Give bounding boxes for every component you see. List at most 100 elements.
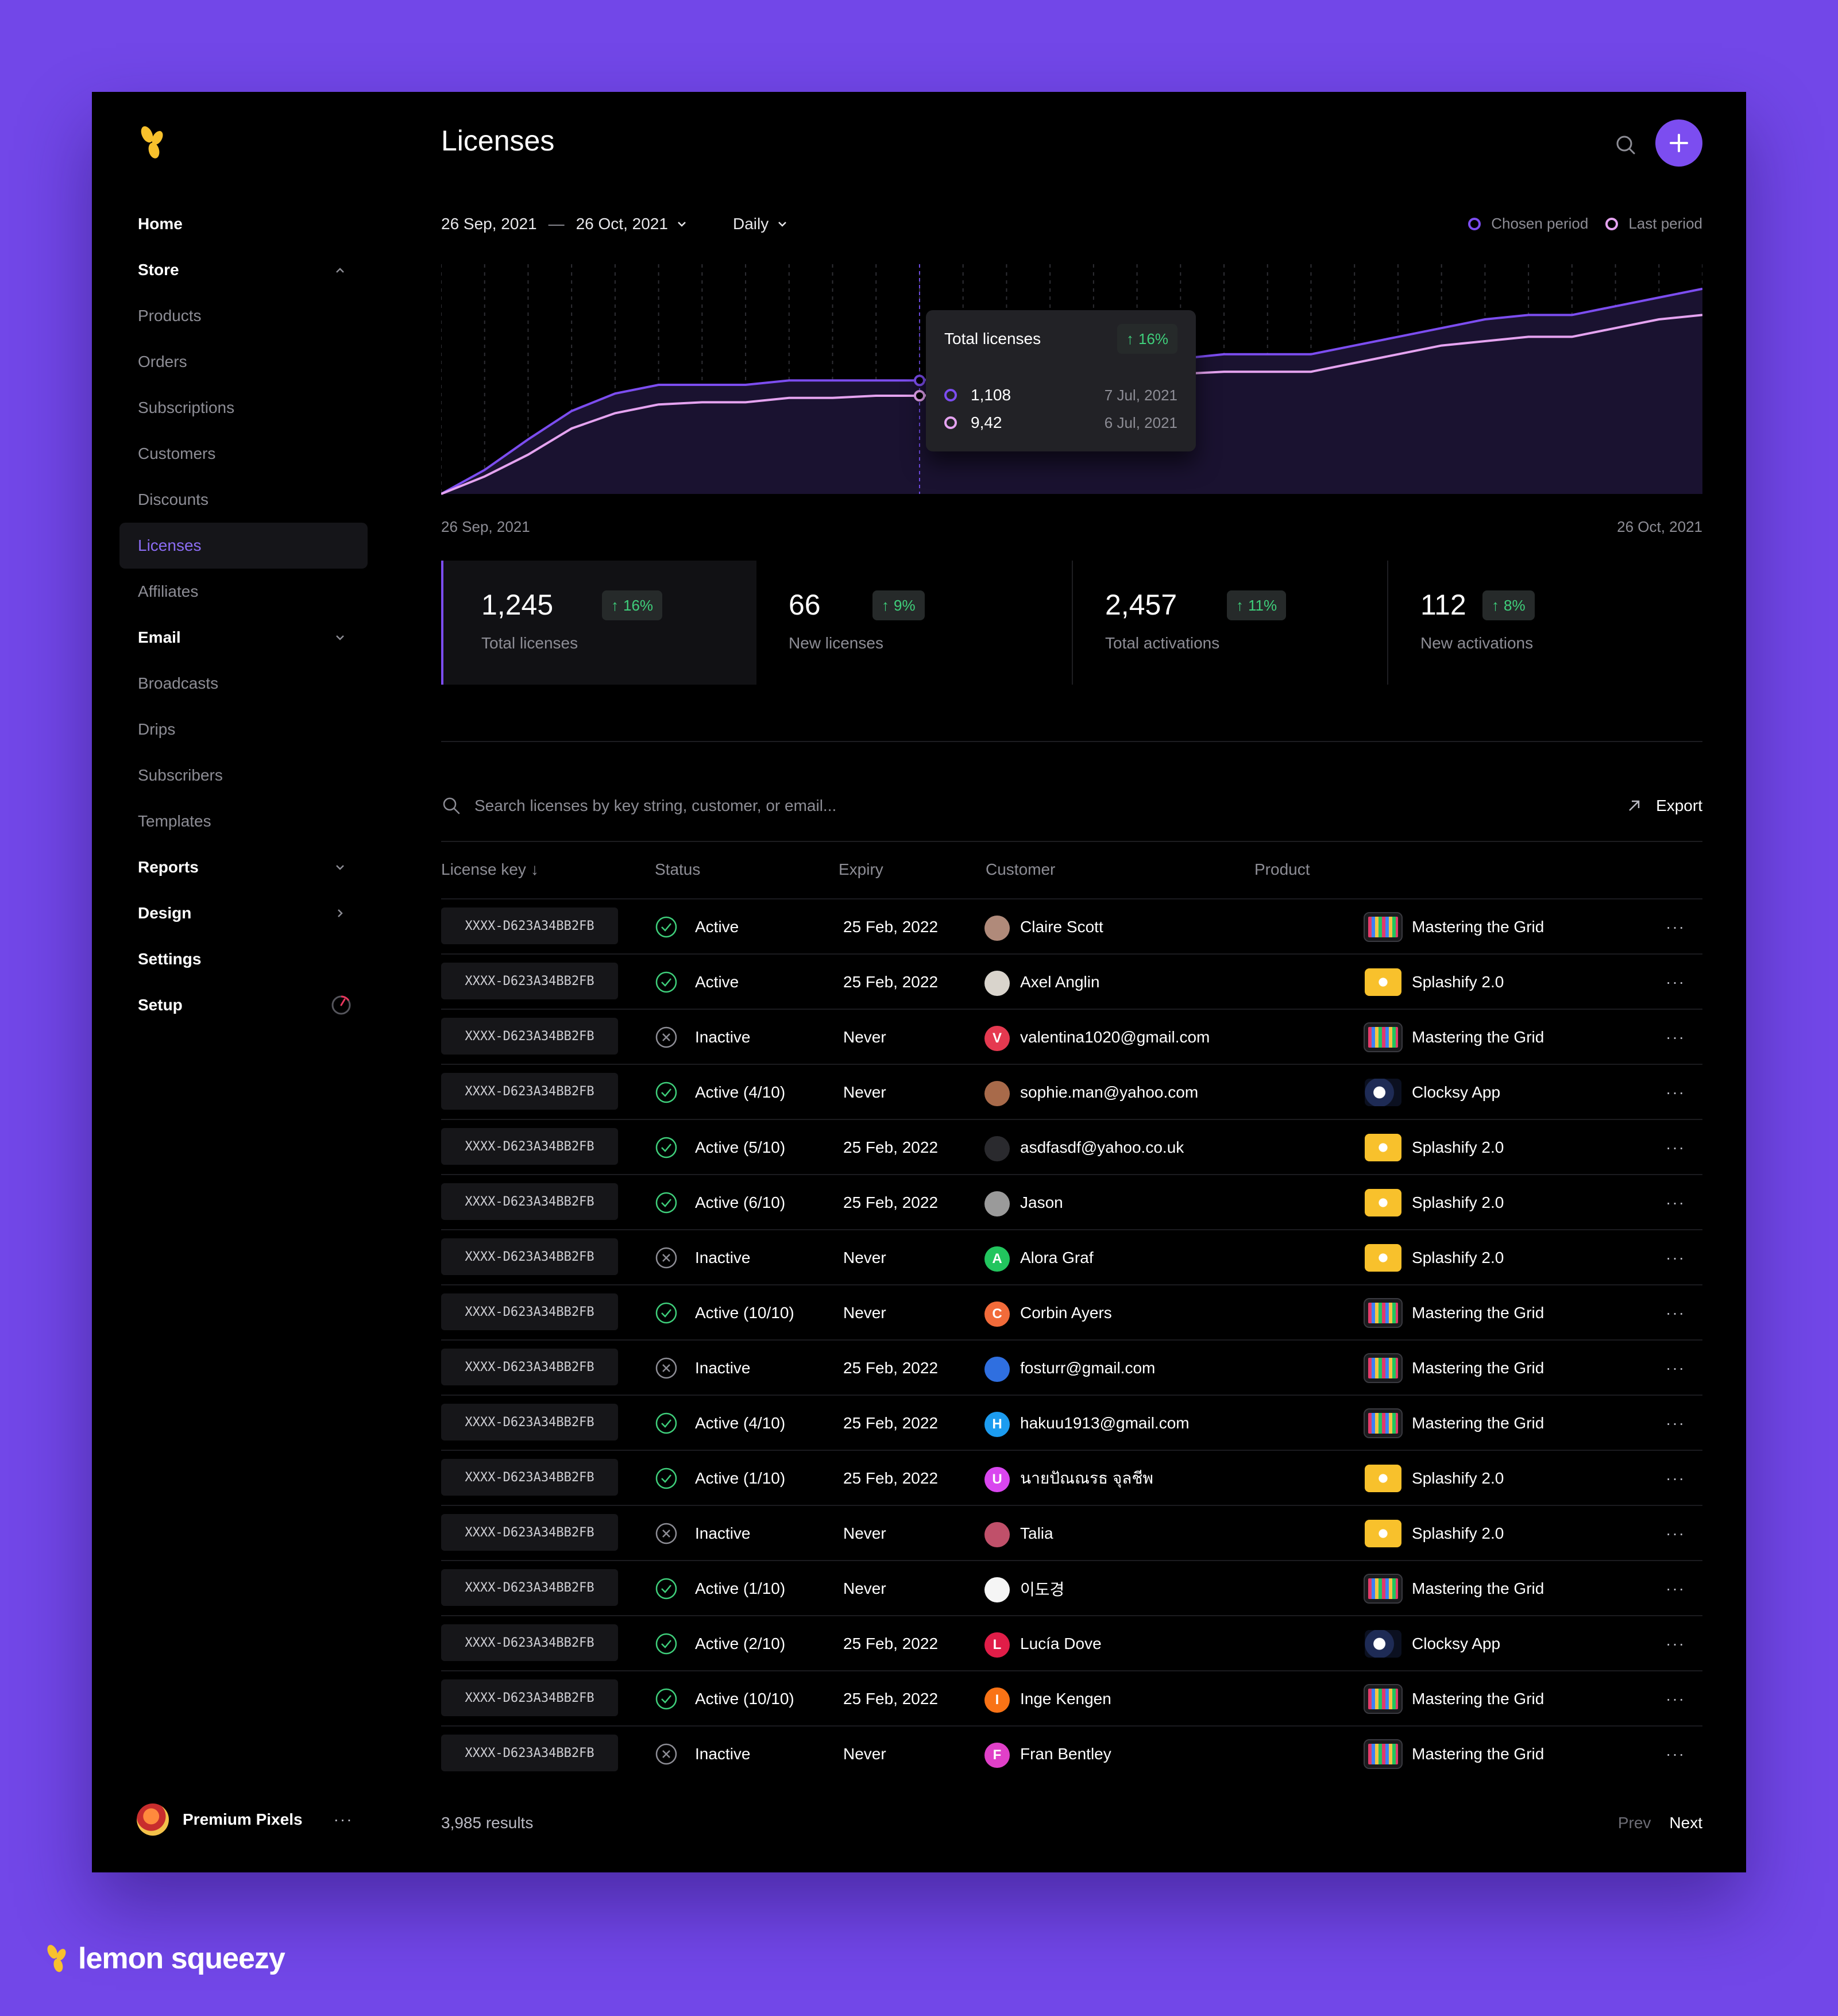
- customer-name[interactable]: Lucía Dove: [1020, 1635, 1102, 1652]
- table-row[interactable]: XXXX-D623A34BB2FB Inactive Never A Alora Gra…: [441, 1229, 1702, 1284]
- sidebar-item-products[interactable]: Products: [119, 293, 368, 339]
- search-input[interactable]: Search licenses by key string, customer,…: [474, 797, 837, 814]
- customer-name[interactable]: นายปัณณรธ จุลชีพ: [1020, 1469, 1153, 1487]
- sidebar-item-licenses[interactable]: Licenses: [119, 523, 368, 569]
- customer-name[interactable]: Axel Anglin: [1020, 973, 1100, 991]
- license-key[interactable]: XXXX-D623A34BB2FB: [441, 1349, 618, 1385]
- add-license-button[interactable]: [1655, 119, 1702, 167]
- sidebar-item-broadcasts[interactable]: Broadcasts: [119, 661, 368, 706]
- stat-card[interactable]: 2,457 ↑ 11% Total activations: [1072, 561, 1387, 685]
- license-key[interactable]: XXXX-D623A34BB2FB: [441, 1183, 618, 1220]
- sidebar-item-settings[interactable]: Settings: [119, 936, 368, 982]
- row-more-button[interactable]: ···: [1666, 1028, 1685, 1046]
- product-name[interactable]: Mastering the Grid: [1412, 1304, 1544, 1322]
- license-key[interactable]: XXXX-D623A34BB2FB: [441, 1459, 618, 1496]
- product-name[interactable]: Splashify 2.0: [1412, 1194, 1504, 1211]
- customer-name[interactable]: Alora Graf: [1020, 1249, 1094, 1266]
- row-more-button[interactable]: ···: [1666, 1194, 1685, 1211]
- customer-name[interactable]: Corbin Ayers: [1020, 1304, 1112, 1322]
- license-key[interactable]: XXXX-D623A34BB2FB: [441, 1514, 618, 1551]
- search-icon[interactable]: [1608, 128, 1643, 162]
- table-row[interactable]: XXXX-D623A34BB2FB Active (4/10) 25 Feb, 20…: [441, 1395, 1702, 1450]
- sidebar-item-email[interactable]: Email: [119, 615, 368, 661]
- sidebar-item-orders[interactable]: Orders: [119, 339, 368, 385]
- profile[interactable]: Premium Pixels ···: [137, 1803, 353, 1836]
- sidebar-item-customers[interactable]: Customers: [119, 431, 368, 477]
- product-name[interactable]: Mastering the Grid: [1412, 918, 1544, 936]
- column-customer[interactable]: Customer: [986, 860, 1056, 878]
- product-name[interactable]: Splashify 2.0: [1412, 1138, 1504, 1156]
- row-more-button[interactable]: ···: [1666, 1414, 1685, 1432]
- license-key[interactable]: XXXX-D623A34BB2FB: [441, 1238, 618, 1275]
- table-row[interactable]: XXXX-D623A34BB2FB Active (5/10) 25 Feb, 20…: [441, 1119, 1702, 1174]
- column-license-key[interactable]: License key ↓: [441, 860, 539, 879]
- sidebar-item-discounts[interactable]: Discounts: [119, 477, 368, 523]
- product-name[interactable]: Splashify 2.0: [1412, 1249, 1504, 1266]
- product-name[interactable]: Splashify 2.0: [1412, 1524, 1504, 1542]
- license-key[interactable]: XXXX-D623A34BB2FB: [441, 963, 618, 999]
- sidebar-item-setup[interactable]: Setup: [119, 982, 368, 1028]
- stat-card[interactable]: 1,245 ↑ 16% Total licenses: [441, 561, 756, 685]
- sidebar-item-store[interactable]: Store: [119, 247, 368, 293]
- customer-name[interactable]: Jason: [1020, 1194, 1063, 1211]
- row-more-button[interactable]: ···: [1666, 1524, 1685, 1542]
- row-more-button[interactable]: ···: [1666, 1249, 1685, 1266]
- product-name[interactable]: Mastering the Grid: [1412, 1028, 1544, 1046]
- row-more-button[interactable]: ···: [1666, 1469, 1685, 1487]
- license-key[interactable]: XXXX-D623A34BB2FB: [441, 1293, 618, 1330]
- column-expiry[interactable]: Expiry: [839, 860, 883, 878]
- table-row[interactable]: XXXX-D623A34BB2FB Active (4/10) Never sophi…: [441, 1064, 1702, 1119]
- table-row[interactable]: XXXX-D623A34BB2FB Active 25 Feb, 2022 Axel …: [441, 953, 1702, 1009]
- license-key[interactable]: XXXX-D623A34BB2FB: [441, 1018, 618, 1055]
- granularity-select[interactable]: Daily: [733, 215, 790, 233]
- product-name[interactable]: Mastering the Grid: [1412, 1579, 1544, 1597]
- column-status[interactable]: Status: [655, 860, 701, 878]
- table-row[interactable]: XXXX-D623A34BB2FB Active (6/10) 25 Feb, 20…: [441, 1174, 1702, 1229]
- product-name[interactable]: Mastering the Grid: [1412, 1745, 1544, 1763]
- license-key[interactable]: XXXX-D623A34BB2FB: [441, 1679, 618, 1716]
- sidebar-item-drips[interactable]: Drips: [119, 706, 368, 752]
- lemon-squeezy-logo[interactable]: [137, 125, 167, 160]
- sidebar-item-home[interactable]: Home: [119, 201, 368, 247]
- row-more-button[interactable]: ···: [1666, 973, 1685, 991]
- license-key[interactable]: XXXX-D623A34BB2FB: [441, 1569, 618, 1606]
- export-button[interactable]: Export: [1625, 785, 1702, 827]
- customer-name[interactable]: Claire Scott: [1020, 918, 1103, 936]
- license-key[interactable]: XXXX-D623A34BB2FB: [441, 1735, 618, 1771]
- license-key[interactable]: XXXX-D623A34BB2FB: [441, 907, 618, 944]
- sidebar-item-affiliates[interactable]: Affiliates: [119, 569, 368, 615]
- date-range-picker[interactable]: 26 Sep, 2021 — 26 Oct, 2021: [441, 215, 690, 233]
- column-product[interactable]: Product: [1254, 860, 1310, 878]
- customer-name[interactable]: valentina1020@gmail.com: [1020, 1028, 1210, 1046]
- row-more-button[interactable]: ···: [1666, 918, 1685, 936]
- license-key[interactable]: XXXX-D623A34BB2FB: [441, 1624, 618, 1661]
- table-row[interactable]: XXXX-D623A34BB2FB Active (2/10) 25 Feb, 20…: [441, 1615, 1702, 1670]
- customer-name[interactable]: fosturr@gmail.com: [1020, 1359, 1156, 1377]
- prev-button[interactable]: Prev: [1617, 1814, 1651, 1832]
- row-more-button[interactable]: ···: [1666, 1083, 1685, 1101]
- stat-card[interactable]: 112 ↑ 8% New activations: [1387, 561, 1702, 685]
- customer-name[interactable]: Inge Kengen: [1020, 1690, 1111, 1708]
- row-more-button[interactable]: ···: [1666, 1359, 1685, 1377]
- table-row[interactable]: XXXX-D623A34BB2FB Active (1/10) Never 이도경 Ma…: [441, 1560, 1702, 1615]
- product-name[interactable]: Mastering the Grid: [1412, 1690, 1544, 1708]
- profile-more-button[interactable]: ···: [333, 1810, 353, 1828]
- product-name[interactable]: Splashify 2.0: [1412, 973, 1504, 991]
- product-name[interactable]: Mastering the Grid: [1412, 1359, 1544, 1377]
- table-row[interactable]: XXXX-D623A34BB2FB Active (1/10) 25 Feb, 20…: [441, 1450, 1702, 1505]
- license-key[interactable]: XXXX-D623A34BB2FB: [441, 1404, 618, 1440]
- license-key[interactable]: XXXX-D623A34BB2FB: [441, 1128, 618, 1165]
- row-more-button[interactable]: ···: [1666, 1690, 1685, 1708]
- table-row[interactable]: XXXX-D623A34BB2FB Inactive Never F Fran Bent…: [441, 1725, 1702, 1781]
- sidebar-item-templates[interactable]: Templates: [119, 798, 368, 844]
- customer-name[interactable]: asdfasdf@yahoo.co.uk: [1020, 1138, 1184, 1156]
- row-more-button[interactable]: ···: [1666, 1745, 1685, 1763]
- row-more-button[interactable]: ···: [1666, 1635, 1685, 1652]
- table-row[interactable]: XXXX-D623A34BB2FB Inactive 25 Feb, 2022 fos…: [441, 1339, 1702, 1395]
- customer-name[interactable]: Fran Bentley: [1020, 1745, 1111, 1763]
- customer-name[interactable]: 이도경: [1020, 1581, 1065, 1598]
- sidebar-item-reports[interactable]: Reports: [119, 844, 368, 890]
- customer-name[interactable]: hakuu1913@gmail.com: [1020, 1414, 1190, 1432]
- row-more-button[interactable]: ···: [1666, 1138, 1685, 1156]
- sidebar-item-design[interactable]: Design: [119, 890, 368, 936]
